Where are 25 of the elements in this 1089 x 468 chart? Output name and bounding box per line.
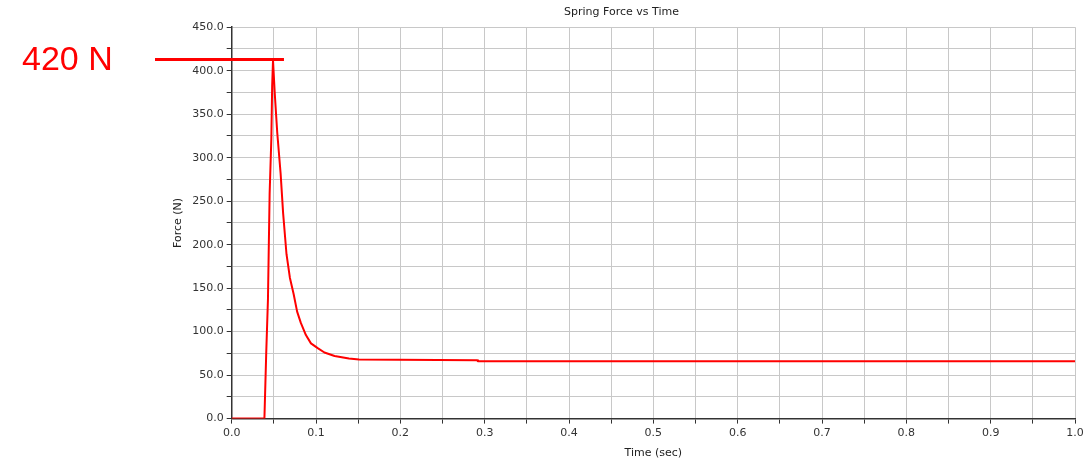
y-tick-label: 400.0 xyxy=(192,63,224,77)
x-tick-label: 0.0 xyxy=(222,426,241,440)
y-axis-title: Force (N) xyxy=(171,197,185,248)
y-tick-label: 350.0 xyxy=(192,107,224,121)
y-tick-label: 150.0 xyxy=(192,280,224,294)
ref-line-label: 420 N xyxy=(22,38,113,77)
x-tick-label: 0.7 xyxy=(813,426,831,440)
chart-title: Spring Force vs Time xyxy=(564,5,680,19)
y-tick-label: 0.0 xyxy=(206,411,224,425)
x-tick-label: 0.8 xyxy=(897,426,916,440)
y-tick-label: 250.0 xyxy=(192,194,224,208)
x-tick-label: 0.5 xyxy=(644,426,663,440)
x-tick-label: 0.3 xyxy=(475,426,494,440)
x-tick-label: 0.9 xyxy=(981,426,1000,440)
x-tick-label: 0.1 xyxy=(307,426,325,440)
x-tick-label: 0.6 xyxy=(728,426,747,440)
y-tick-label: 100.0 xyxy=(192,324,224,338)
x-tick-label: 0.2 xyxy=(391,426,410,440)
x-tick-label: 1.0 xyxy=(1066,426,1084,440)
y-tick-label: 450.0 xyxy=(192,20,224,34)
y-tick-label: 50.0 xyxy=(199,367,224,381)
x-axis-title: Time (sec) xyxy=(623,446,683,460)
y-tick-label: 300.0 xyxy=(192,150,224,164)
x-tick-label: 0.4 xyxy=(560,426,578,440)
y-tick-label: 200.0 xyxy=(192,237,224,251)
